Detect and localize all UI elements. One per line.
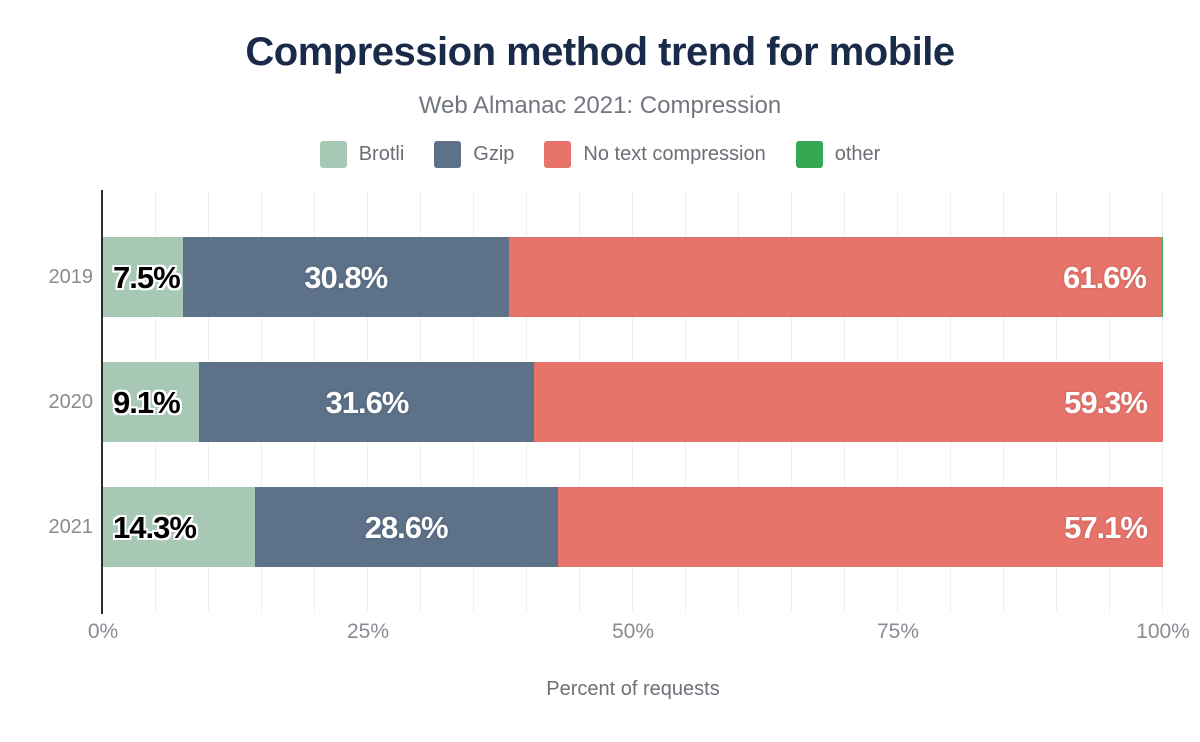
x-tick-50: 50% bbox=[611, 620, 655, 643]
gzip-swatch-icon bbox=[434, 141, 462, 168]
plot-area: 7.5% 30.8% 61.6% 9.1% 31.6% 59.3% bbox=[103, 190, 1163, 612]
bar-segment-2021-brotli[interactable]: 14.3% bbox=[103, 487, 255, 567]
bar-row-2020: 9.1% 31.6% 59.3% bbox=[103, 362, 1163, 442]
data-label-2019-brotli: 7.5% bbox=[113, 259, 181, 295]
x-tick-0: 0% bbox=[87, 620, 119, 643]
other-swatch-icon bbox=[795, 141, 823, 168]
bar-segment-2020-brotli[interactable]: 9.1% bbox=[103, 362, 200, 442]
data-label-2019-no-text-compression: 61.6% bbox=[1063, 259, 1147, 295]
bar-segment-2019-other[interactable] bbox=[1161, 237, 1163, 317]
bar-row-2019: 7.5% 30.8% 61.6% bbox=[103, 237, 1163, 317]
y-tick-2021: 2021 bbox=[48, 516, 94, 538]
legend-label-other: other bbox=[834, 143, 881, 165]
no-text-compression-swatch-icon bbox=[544, 141, 572, 168]
chart-title: Compression method trend for mobile bbox=[245, 30, 955, 74]
brotli-swatch-icon bbox=[319, 141, 347, 168]
x-axis-title: Percent of requests bbox=[546, 678, 720, 700]
bar-segment-2021-gzip[interactable]: 28.6% bbox=[254, 487, 558, 567]
y-tick-2020: 2020 bbox=[48, 391, 94, 413]
data-label-2020-brotli: 9.1% bbox=[113, 384, 181, 420]
data-label-2020-no-text-compression: 59.3% bbox=[1064, 384, 1148, 420]
bar-segment-2019-gzip[interactable]: 30.8% bbox=[182, 237, 509, 317]
data-label-2019-gzip: 30.8% bbox=[304, 259, 388, 295]
bar-segment-2019-no-text-compression[interactable]: 61.6% bbox=[508, 237, 1162, 317]
x-axis-ticks: 0% 25% 50% 75% 100% bbox=[88, 620, 1190, 646]
legend-label-no-text-compression: No text compression bbox=[583, 143, 766, 165]
x-tick-25: 25% bbox=[346, 620, 390, 643]
bar-segment-2019-brotli[interactable]: 7.5% bbox=[103, 237, 183, 317]
bar-segment-2020-gzip[interactable]: 31.6% bbox=[199, 362, 535, 442]
x-tick-75: 75% bbox=[876, 620, 920, 643]
bar-segment-2021-no-text-compression[interactable]: 57.1% bbox=[557, 487, 1163, 567]
bar-row-2021: 14.3% 28.6% 57.1% bbox=[103, 487, 1163, 567]
x-tick-100: 100% bbox=[1136, 620, 1190, 643]
chart-subtitle: Web Almanac 2021: Compression bbox=[418, 92, 782, 119]
data-label-2020-gzip: 31.6% bbox=[325, 384, 409, 420]
data-label-2021-gzip: 28.6% bbox=[364, 509, 449, 545]
legend: Brotli Gzip No text compression other bbox=[0, 141, 1200, 168]
y-axis-line bbox=[101, 190, 103, 614]
data-label-2021-brotli: 14.3% bbox=[113, 509, 197, 545]
legend-label-gzip: Gzip bbox=[473, 143, 515, 165]
data-label-2021-no-text-compression: 57.1% bbox=[1064, 509, 1148, 545]
bar-segment-2020-no-text-compression[interactable]: 59.3% bbox=[534, 362, 1163, 442]
y-tick-2019: 2019 bbox=[48, 266, 94, 288]
legend-label-brotli: Brotli bbox=[358, 143, 405, 165]
legend-item-brotli[interactable]: Brotli bbox=[319, 141, 405, 168]
legend-item-no-text-compression[interactable]: No text compression bbox=[544, 141, 766, 168]
legend-item-gzip[interactable]: Gzip bbox=[434, 141, 514, 168]
legend-item-other[interactable]: other bbox=[795, 141, 881, 168]
